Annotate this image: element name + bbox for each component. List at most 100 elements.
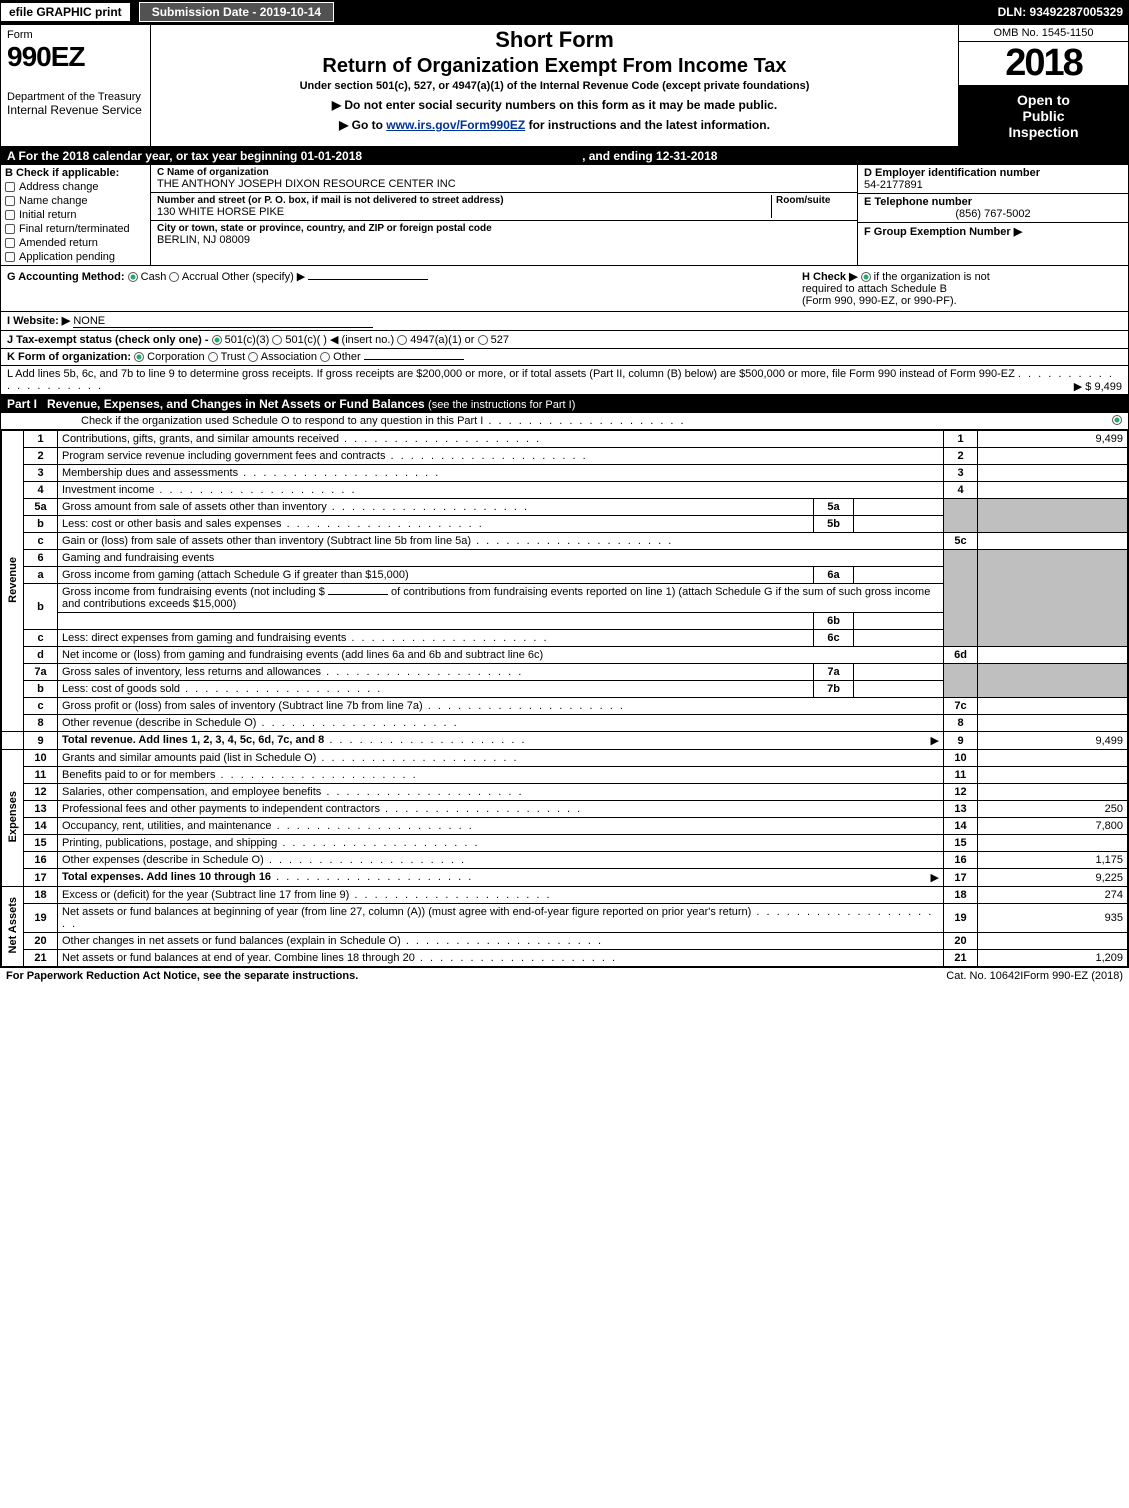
tax-status-label: J Tax-exempt status (check only one) -: [7, 334, 209, 346]
line-rnum: 14: [944, 818, 978, 835]
efile-print-button[interactable]: efile GRAPHIC print: [0, 2, 131, 22]
table-row: dNet income or (loss) from gaming and fu…: [2, 647, 1128, 664]
shade-cell: [978, 499, 1128, 533]
radio-h-check[interactable]: [861, 272, 871, 282]
line-num: 1: [24, 431, 58, 448]
table-row: 19Net assets or fund balances at beginni…: [2, 904, 1128, 933]
line-num: 2: [24, 448, 58, 465]
line-num: a: [24, 567, 58, 584]
checkbox-name-change[interactable]: [5, 196, 15, 206]
city-value: BERLIN, NJ 08009: [157, 234, 851, 246]
label-corporation: Corporation: [147, 351, 204, 363]
line-amount: [978, 750, 1128, 767]
line-amount: [978, 647, 1128, 664]
line-rnum: 4: [944, 482, 978, 499]
label-4947: 4947(a)(1) or: [410, 334, 474, 346]
radio-501c3[interactable]: [212, 335, 222, 345]
table-row: 20Other changes in net assets or fund ba…: [2, 933, 1128, 950]
label-other: Other (specify) ▶: [222, 271, 306, 283]
line-subval: [854, 499, 944, 516]
line-desc: Occupancy, rent, utilities, and maintena…: [58, 818, 944, 835]
section-c: C Name of organization THE ANTHONY JOSEP…: [151, 165, 858, 265]
radio-4947[interactable]: [397, 335, 407, 345]
checkbox-address-change[interactable]: [5, 182, 15, 192]
form-container: Form 990EZ Department of the Treasury In…: [0, 24, 1129, 968]
line-desc: Net assets or fund balances at end of ye…: [58, 950, 944, 967]
line-subnum: 6b: [814, 613, 854, 630]
line-desc: Net assets or fund balances at beginning…: [58, 904, 944, 933]
line-rnum: 8: [944, 715, 978, 732]
radio-association[interactable]: [248, 352, 258, 362]
line-desc: Net income or (loss) from gaming and fun…: [58, 647, 944, 664]
line-desc: Salaries, other compensation, and employ…: [58, 784, 944, 801]
period-end: , and ending 12-31-2018: [582, 149, 717, 163]
footer-form: Form 990-EZ (2018): [1023, 970, 1123, 982]
open-line2: Public: [961, 108, 1126, 124]
irs-link[interactable]: www.irs.gov/Form990EZ: [386, 118, 525, 132]
part-1-title-text: Revenue, Expenses, and Changes in Net As…: [47, 397, 425, 411]
info-grid: B Check if applicable: Address change Na…: [1, 165, 1128, 266]
shade-cell: [978, 664, 1128, 698]
radio-527[interactable]: [478, 335, 488, 345]
dln-label: DLN: 93492287005329: [998, 5, 1129, 19]
line-desc: Benefits paid to or for members: [58, 767, 944, 784]
line-rnum: 10: [944, 750, 978, 767]
line-rnum: 21: [944, 950, 978, 967]
radio-501c[interactable]: [272, 335, 282, 345]
line-desc: Excess or (deficit) for the year (Subtra…: [58, 887, 944, 904]
checkbox-final-return[interactable]: [5, 224, 15, 234]
part-1-label: Part I: [7, 397, 37, 411]
table-row: 15Printing, publications, postage, and s…: [2, 835, 1128, 852]
line-subnum: 6a: [814, 567, 854, 584]
radio-corporation[interactable]: [134, 352, 144, 362]
section-d: D Employer identification number 54-2177…: [858, 165, 1128, 265]
line-num: d: [24, 647, 58, 664]
label-527: 527: [491, 334, 509, 346]
label-cash: Cash: [141, 271, 167, 283]
table-row: cGain or (loss) from sale of assets othe…: [2, 533, 1128, 550]
checkbox-application-pending[interactable]: [5, 252, 15, 262]
line-num: 4: [24, 482, 58, 499]
dept-treasury: Department of the Treasury: [7, 91, 144, 103]
line-desc: Total revenue. Add lines 1, 2, 3, 4, 5c,…: [58, 732, 944, 750]
radio-other-org[interactable]: [320, 352, 330, 362]
label-accrual: Accrual: [182, 271, 219, 283]
room-label: Room/suite: [776, 195, 851, 206]
radio-accrual[interactable]: [169, 272, 179, 282]
ein-label: D Employer identification number: [864, 167, 1122, 179]
checkbox-schedule-o[interactable]: [1112, 415, 1122, 425]
table-row: 7aGross sales of inventory, less returns…: [2, 664, 1128, 681]
table-row: 16Other expenses (describe in Schedule O…: [2, 852, 1128, 869]
table-row: 6Gaming and fundraising events: [2, 550, 1128, 567]
line-desc: Gaming and fundraising events: [58, 550, 944, 567]
label-address-change: Address change: [19, 181, 99, 193]
line-num: 20: [24, 933, 58, 950]
omb-number: OMB No. 1545-1150: [959, 25, 1128, 42]
tax-year: 2018: [959, 42, 1128, 86]
line-desc: Other revenue (describe in Schedule O): [58, 715, 944, 732]
goto-instructions: ▶ Go to www.irs.gov/Form990EZ for instru…: [159, 118, 950, 132]
part-1-sub: (see the instructions for Part I): [428, 399, 575, 411]
radio-trust[interactable]: [208, 352, 218, 362]
line-amount: [978, 933, 1128, 950]
line-subnum: 5a: [814, 499, 854, 516]
label-other-org: Other: [333, 351, 361, 363]
line-amount: [978, 533, 1128, 550]
line-rnum: 16: [944, 852, 978, 869]
tel-label: E Telephone number: [864, 196, 1122, 208]
table-row: Revenue 1 Contributions, gifts, grants, …: [2, 431, 1128, 448]
line-subnum: 6c: [814, 630, 854, 647]
line-amount: [978, 767, 1128, 784]
expenses-side-label: Expenses: [2, 750, 24, 887]
line-desc: Grants and similar amounts paid (list in…: [58, 750, 944, 767]
line-num: 7a: [24, 664, 58, 681]
line-desc: Less: cost or other basis and sales expe…: [58, 516, 814, 533]
page-footer: For Paperwork Reduction Act Notice, see …: [0, 968, 1129, 984]
checkbox-initial-return[interactable]: [5, 210, 15, 220]
no-ssn-warning: ▶ Do not enter social security numbers o…: [159, 98, 950, 112]
part-1-check-row: Check if the organization used Schedule …: [1, 413, 1128, 430]
table-row: 14Occupancy, rent, utilities, and mainte…: [2, 818, 1128, 835]
checkbox-amended-return[interactable]: [5, 238, 15, 248]
radio-cash[interactable]: [128, 272, 138, 282]
table-row: 21Net assets or fund balances at end of …: [2, 950, 1128, 967]
